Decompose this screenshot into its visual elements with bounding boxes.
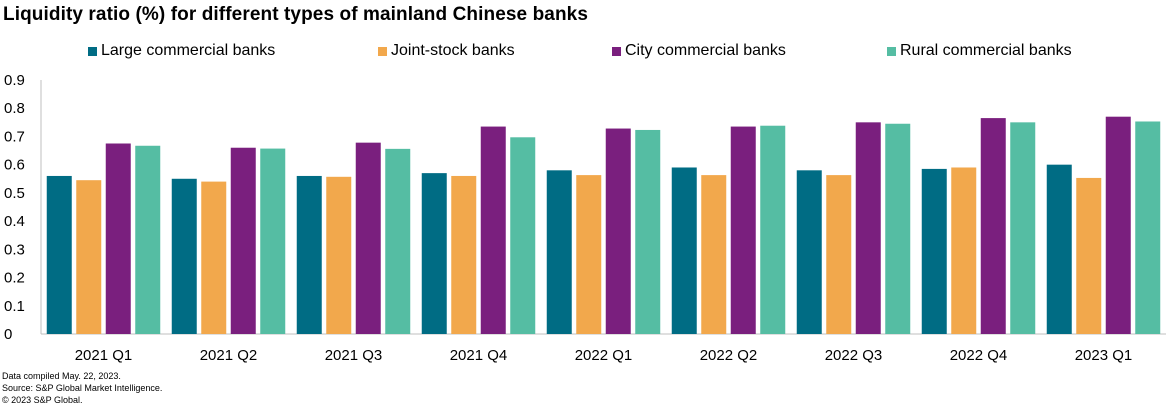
y-tick-label: 0.7 [4,128,25,145]
legend-label-joint-stock: Joint-stock banks [391,42,515,59]
x-tick-label: 2021 Q3 [325,347,383,364]
bar-large-commercial-banks-2023-q1 [1046,164,1072,334]
bar-large-commercial-banks-2021-q1 [46,175,72,334]
bar-city-commercial-banks-2022-q2 [730,126,756,334]
x-tick-label: 2022 Q4 [950,347,1008,364]
legend-item-large-commercial: Large commercial banks [88,42,275,60]
bar-joint-stock-banks-2022-q1 [576,175,602,334]
x-tick-label: 2022 Q1 [575,347,633,364]
bar-joint-stock-banks-2022-q3 [826,175,852,334]
bar-city-commercial-banks-2023-q1 [1105,116,1131,334]
chart-title: Liquidity ratio (%) for different types … [3,4,589,25]
y-tick-label: 0.4 [4,213,25,230]
bar-joint-stock-banks-2021-q3 [326,176,352,334]
footnotes: Data compiled May. 22, 2023. Source: S&P… [2,370,162,406]
y-tick-label: 0.3 [4,241,25,258]
y-tick-label: 0.1 [4,298,25,315]
legend-label-large-commercial: Large commercial banks [101,42,276,59]
legend-label-rural-commercial: Rural commercial banks [900,42,1072,59]
footnote-source: Source: S&P Global Market Intelligence. [2,383,163,393]
bar-large-commercial-banks-2021-q2 [171,178,197,334]
bar-city-commercial-banks-2022-q4 [980,118,1006,334]
y-tick-label: 0 [4,326,12,343]
bar-city-commercial-banks-2022-q3 [855,122,881,334]
bar-large-commercial-banks-2022-q1 [546,170,572,334]
x-tick-label: 2022 Q3 [825,347,883,364]
bar-joint-stock-banks-2021-q4 [451,175,477,334]
bar-rural-commercial-banks-2021-q4 [510,137,536,334]
bar-rural-commercial-banks-2022-q1 [635,129,661,334]
bar-joint-stock-banks-2021-q1 [76,180,102,334]
x-tick-label: 2021 Q4 [450,347,508,364]
bar-large-commercial-banks-2021-q4 [421,173,447,334]
bar-rural-commercial-banks-2022-q4 [1010,122,1036,334]
legend-item-rural-commercial: Rural commercial banks [887,42,1072,60]
footnote-copyright: © 2023 S&P Global. [2,395,83,405]
legend-swatch-large-commercial [88,46,97,56]
x-tick-label: 2023 Q1 [1075,347,1133,364]
bar-rural-commercial-banks-2021-q3 [385,148,411,334]
bar-city-commercial-banks-2022-q1 [605,128,631,334]
y-tick-label: 0.6 [4,157,25,174]
bar-joint-stock-banks-2022-q4 [951,167,977,334]
bar-large-commercial-banks-2022-q4 [921,168,947,334]
bar-chart: 0 0.1 0.2 0.3 0.4 0.5 0.6 0.7 0.8 0.9 2021 Q1 2021 … [4,72,1166,364]
y-tick-label: 0.9 [4,72,25,89]
bar-rural-commercial-banks-2021-q2 [260,148,286,334]
bar-joint-stock-banks-2023-q1 [1076,177,1102,334]
bar-joint-stock-banks-2022-q2 [701,175,727,334]
legend-swatch-joint-stock [378,46,387,56]
y-tick-label: 0.8 [4,100,25,117]
legend: Large commercial banks Joint-stock banks… [0,42,1168,64]
bar-rural-commercial-banks-2021-q1 [135,145,161,334]
bar-rural-commercial-banks-2022-q2 [760,125,786,334]
legend-item-joint-stock: Joint-stock banks [378,42,515,60]
bar-city-commercial-banks-2021-q1 [105,143,131,334]
bar-joint-stock-banks-2021-q2 [201,181,227,334]
footnote-date: Data compiled May. 22, 2023. [2,371,121,381]
bar-large-commercial-banks-2021-q3 [296,175,322,334]
bar-rural-commercial-banks-2023-q1 [1135,121,1161,334]
x-tick-label: 2021 Q1 [75,347,133,364]
x-tick-label: 2022 Q2 [700,347,758,364]
legend-item-city-commercial: City commercial banks [612,42,786,60]
bar-city-commercial-banks-2021-q2 [230,147,256,334]
legend-swatch-rural-commercial [887,46,896,56]
y-tick-label: 0.2 [4,270,25,287]
y-tick-label: 0.5 [4,185,25,202]
legend-swatch-city-commercial [612,46,621,56]
bar-city-commercial-banks-2021-q3 [355,142,381,334]
bar-rural-commercial-banks-2022-q3 [885,123,911,334]
legend-label-city-commercial: City commercial banks [625,42,786,59]
bar-large-commercial-banks-2022-q3 [796,170,822,334]
x-tick-label: 2021 Q2 [200,347,258,364]
bar-large-commercial-banks-2022-q2 [671,167,697,334]
bar-city-commercial-banks-2021-q4 [480,126,506,334]
